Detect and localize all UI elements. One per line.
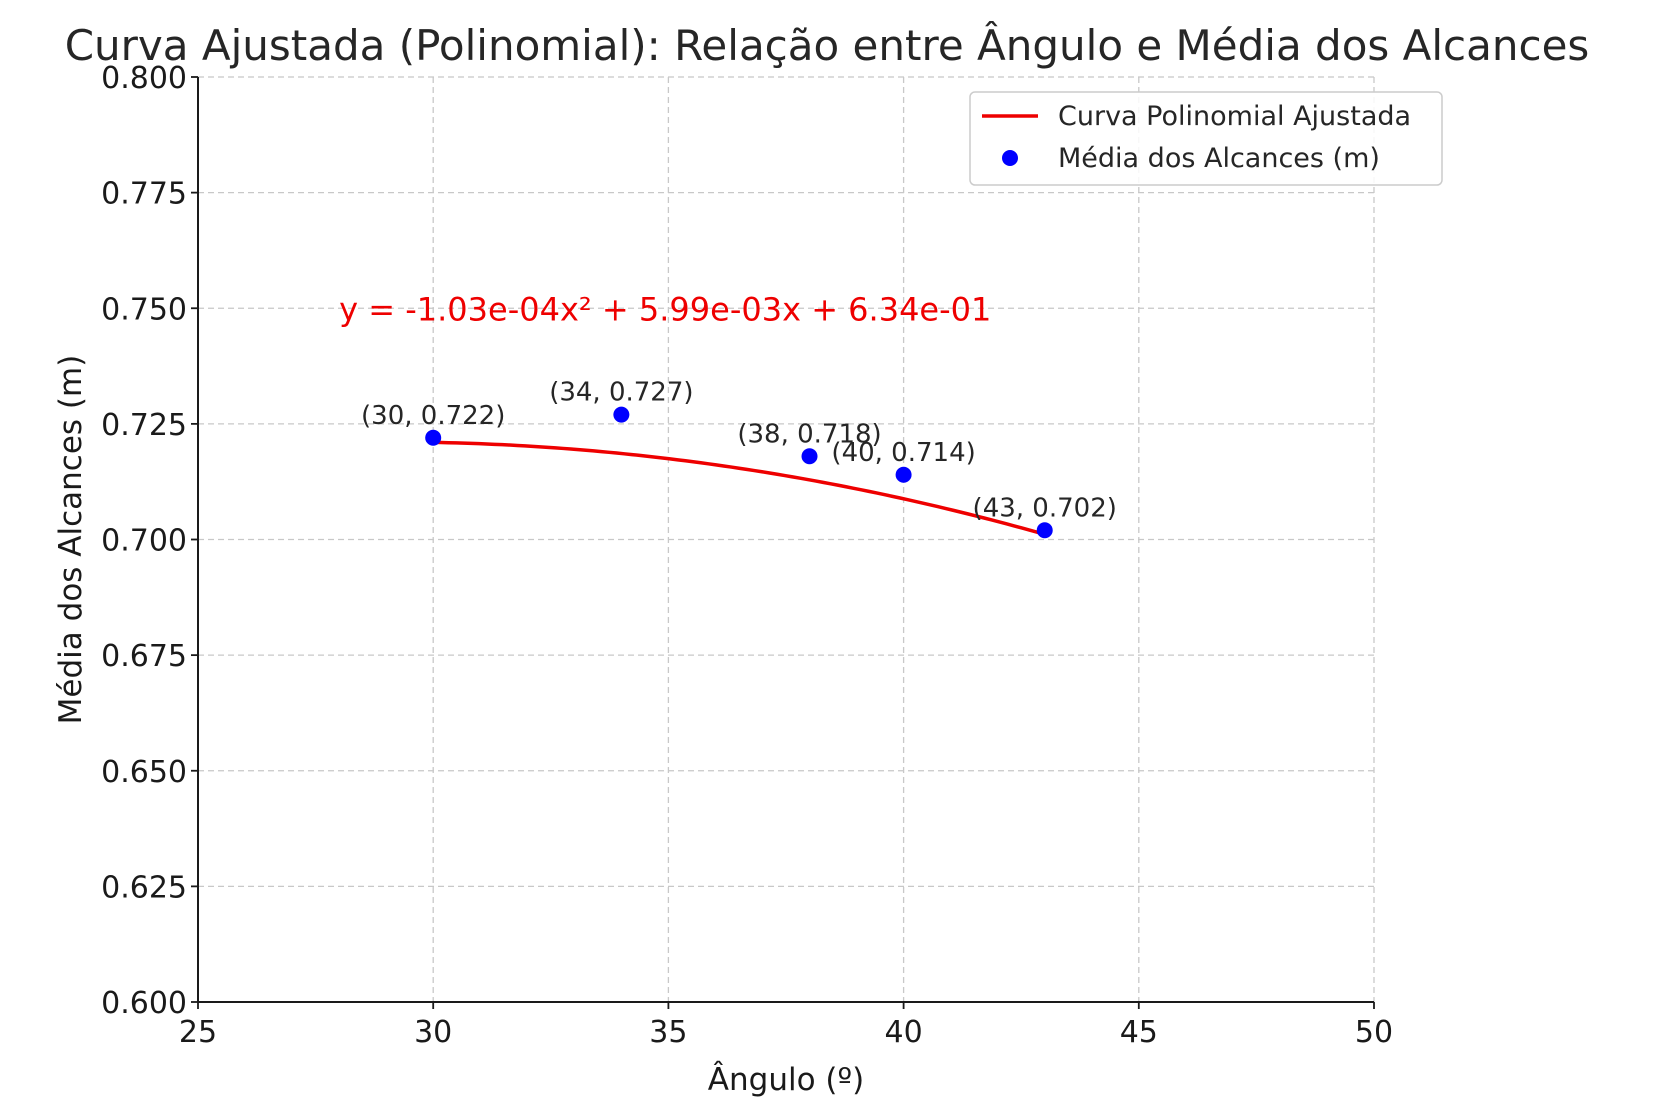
x-tick-label: 50 <box>1355 1015 1393 1050</box>
y-tick-label: 0.650 <box>101 755 187 790</box>
data-point-label: (43, 0.702) <box>973 493 1117 523</box>
data-point <box>801 448 818 465</box>
y-tick-label: 0.725 <box>101 408 187 443</box>
y-tick-label: 0.700 <box>101 524 187 559</box>
fitted-curve-series <box>433 440 1046 536</box>
y-tick-label: 0.750 <box>101 292 187 327</box>
data-point <box>1036 522 1053 539</box>
y-tick-label: 0.675 <box>101 639 187 674</box>
legend: Curva Polinomial Ajustada Média dos Alca… <box>969 91 1443 186</box>
x-tick-label: 30 <box>414 1015 452 1050</box>
grid-lines <box>197 76 1375 1003</box>
data-point-label: (38, 0.718) <box>737 419 881 449</box>
legend-entry-points: Média dos Alcances (m) <box>1058 143 1380 174</box>
legend-entry-curve: Curva Polinomial Ajustada <box>1058 101 1411 132</box>
data-point-label: (30, 0.722) <box>361 401 505 431</box>
data-point <box>613 406 630 423</box>
x-tick-label: 35 <box>649 1015 687 1050</box>
data-point-label: (40, 0.714) <box>831 438 975 468</box>
x-tick-label: 40 <box>885 1015 923 1050</box>
x-tick-label: 45 <box>1120 1015 1158 1050</box>
y-axis-label: Média dos Alcances (m) <box>53 355 89 725</box>
legend-box <box>969 91 1443 186</box>
fitted-curve-line <box>433 440 1046 536</box>
data-point <box>895 466 912 483</box>
legend-marker-swatch <box>1002 150 1018 166</box>
point-labels: (30, 0.722) (34, 0.727) (38, 0.718)(40, 0.… <box>361 378 1117 524</box>
y-tick-label: 0.625 <box>101 870 187 905</box>
x-axis-ticks: 25 30 35 40 45 50 <box>179 1002 1393 1050</box>
data-point <box>425 429 442 446</box>
y-tick-label: 0.800 <box>101 61 187 96</box>
x-tick-label: 25 <box>179 1015 217 1050</box>
scatter-series <box>425 406 1053 539</box>
chart-title: Curva Ajustada (Polinomial): Relação ent… <box>65 20 1590 70</box>
data-point-label: (34, 0.727) <box>549 378 693 408</box>
y-tick-label: 0.775 <box>101 177 187 212</box>
y-axis-ticks: 0.600 0.625 0.650 0.675 0.700 0.725 0.750 0.775… <box>101 61 198 1021</box>
x-axis-label: Ângulo (º) <box>708 1062 864 1098</box>
y-tick-label: 0.600 <box>101 986 187 1021</box>
equation-annotation: y = -1.03e-04x² + 5.99e-03x + 6.34e-01 <box>339 290 991 328</box>
